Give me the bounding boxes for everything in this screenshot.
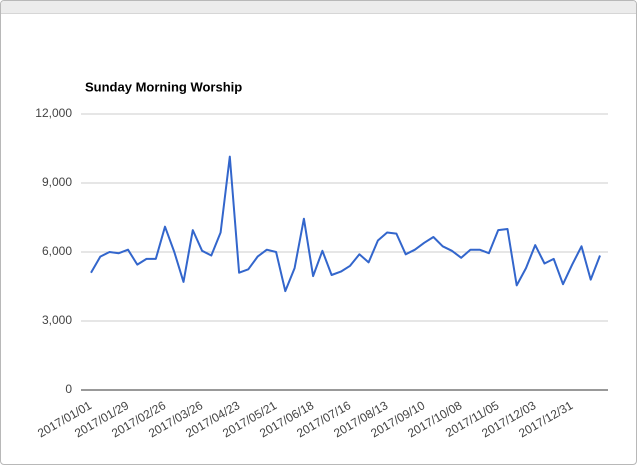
y-tick-label: 0 [65,382,72,396]
title-bar [1,1,636,14]
y-tick-label: 12,000 [35,106,72,120]
y-tick-label: 3,000 [42,313,72,327]
data-line [90,155,601,293]
y-tick-label: 6,000 [42,244,72,258]
y-tick-label: 9,000 [42,175,72,189]
chart-title: Sunday Morning Worship [85,79,242,94]
